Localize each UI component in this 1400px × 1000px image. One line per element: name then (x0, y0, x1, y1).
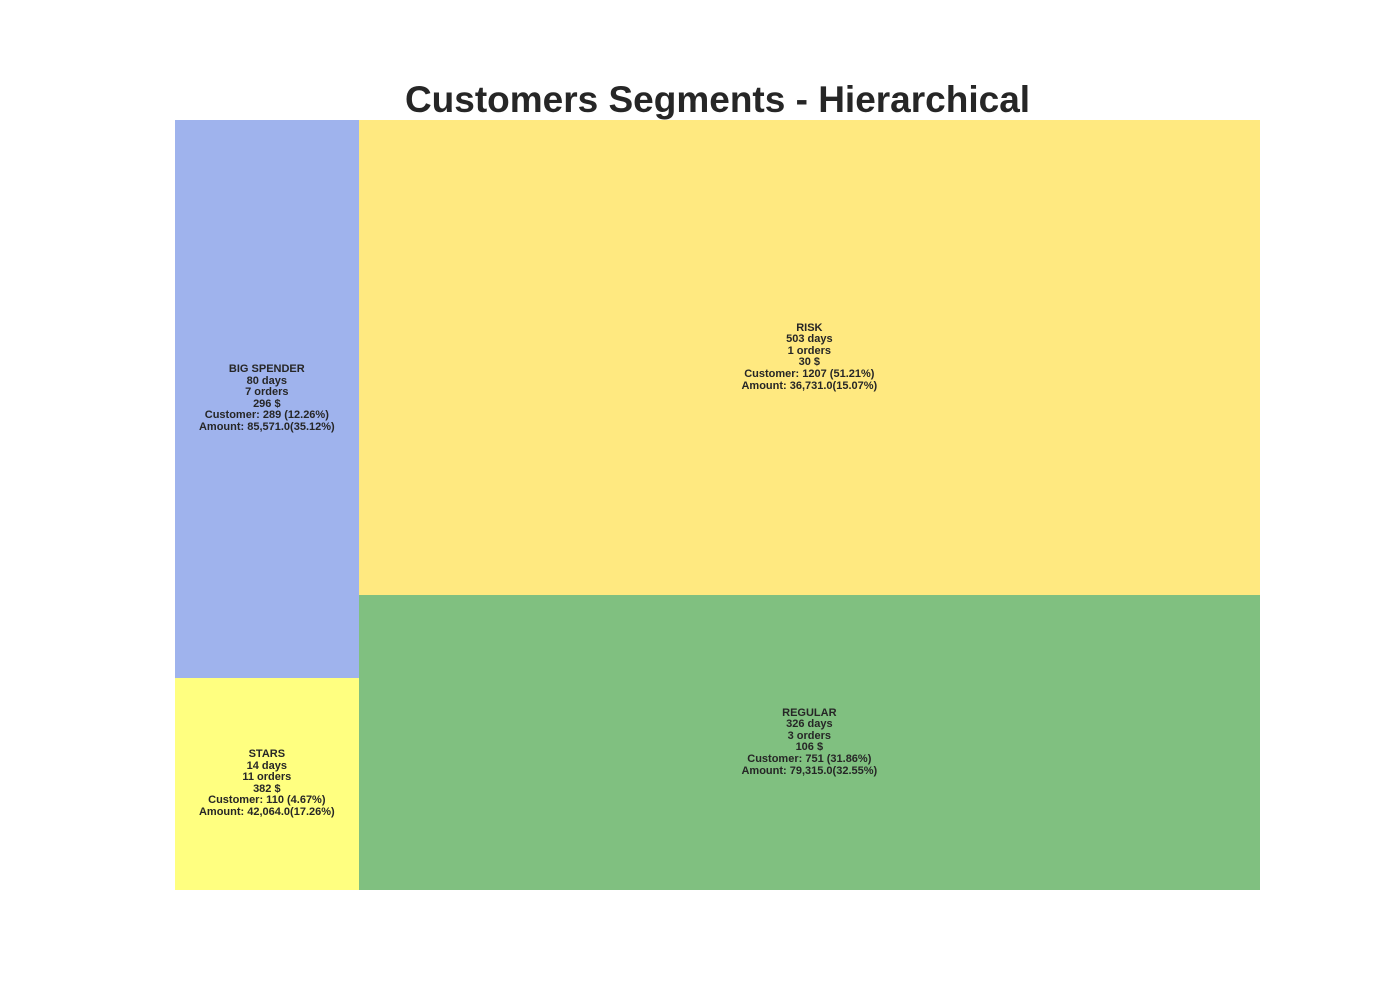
treemap-tile-risk: RISK 503 days 1 orders 30 $ Customer: 1207 (… (358, 120, 1260, 595)
treemap-tile-big-spender: BIG SPENDER 80 days 7 orders 296 $ Customer:… (175, 120, 359, 678)
segment-name: RISK (796, 321, 823, 334)
segment-amount: Amount: 85,571.0(35.12%) (198, 421, 335, 434)
segment-name: STARS (248, 748, 286, 761)
segment-name: REGULAR (782, 706, 837, 719)
segment-recency: 326 days (786, 718, 833, 731)
segment-amount: Amount: 42,064.0(17.26%) (198, 806, 335, 819)
segment-monetary: 106 $ (795, 741, 824, 754)
segment-recency: 503 days (786, 333, 833, 346)
treemap-tile-regular: REGULAR 326 days 3 orders 106 $ Customer: 75… (358, 594, 1260, 890)
tile-label: REGULAR 326 days 3 orders 106 $ Customer: 75… (741, 706, 878, 778)
segment-amount: Amount: 79,315.0(32.55%) (741, 764, 878, 777)
segment-recency: 80 days (246, 374, 288, 387)
segment-recency: 14 days (246, 759, 288, 772)
segment-name: BIG SPENDER (228, 363, 305, 376)
tile-label: BIG SPENDER 80 days 7 orders 296 $ Customer:… (198, 363, 335, 434)
segment-monetary: 382 $ (253, 782, 281, 795)
segment-customers: Customer: 110 (4.67%) (208, 794, 326, 807)
segment-customers: Customer: 751 (31.86%) (747, 752, 872, 765)
tile-label: STARS 14 days 11 orders 382 $ Customer: 110 … (198, 748, 335, 819)
treemap-tile-stars: STARS 14 days 11 orders 382 $ Customer: 110 … (175, 677, 359, 890)
segment-monetary: 296 $ (253, 397, 281, 410)
chart-title: Customers Segments - Hierarchical (404, 79, 1031, 120)
segment-frequency: 3 orders (787, 729, 832, 742)
segment-customers: Customer: 1207 (51.21%) (744, 367, 875, 380)
segment-customers: Customer: 289 (12.26%) (204, 409, 329, 422)
segment-monetary: 30 $ (798, 356, 821, 369)
tile-label: RISK 503 days 1 orders 30 $ Customer: 1207 (… (741, 321, 878, 393)
treemap: BIG SPENDER 80 days 7 orders 296 $ Customer:… (175, 120, 1260, 890)
segment-frequency: 7 orders (245, 386, 289, 399)
segment-frequency: 11 orders (242, 771, 292, 784)
segment-frequency: 1 orders (787, 344, 832, 357)
segment-amount: Amount: 36,731.0(15.07%) (741, 379, 878, 392)
